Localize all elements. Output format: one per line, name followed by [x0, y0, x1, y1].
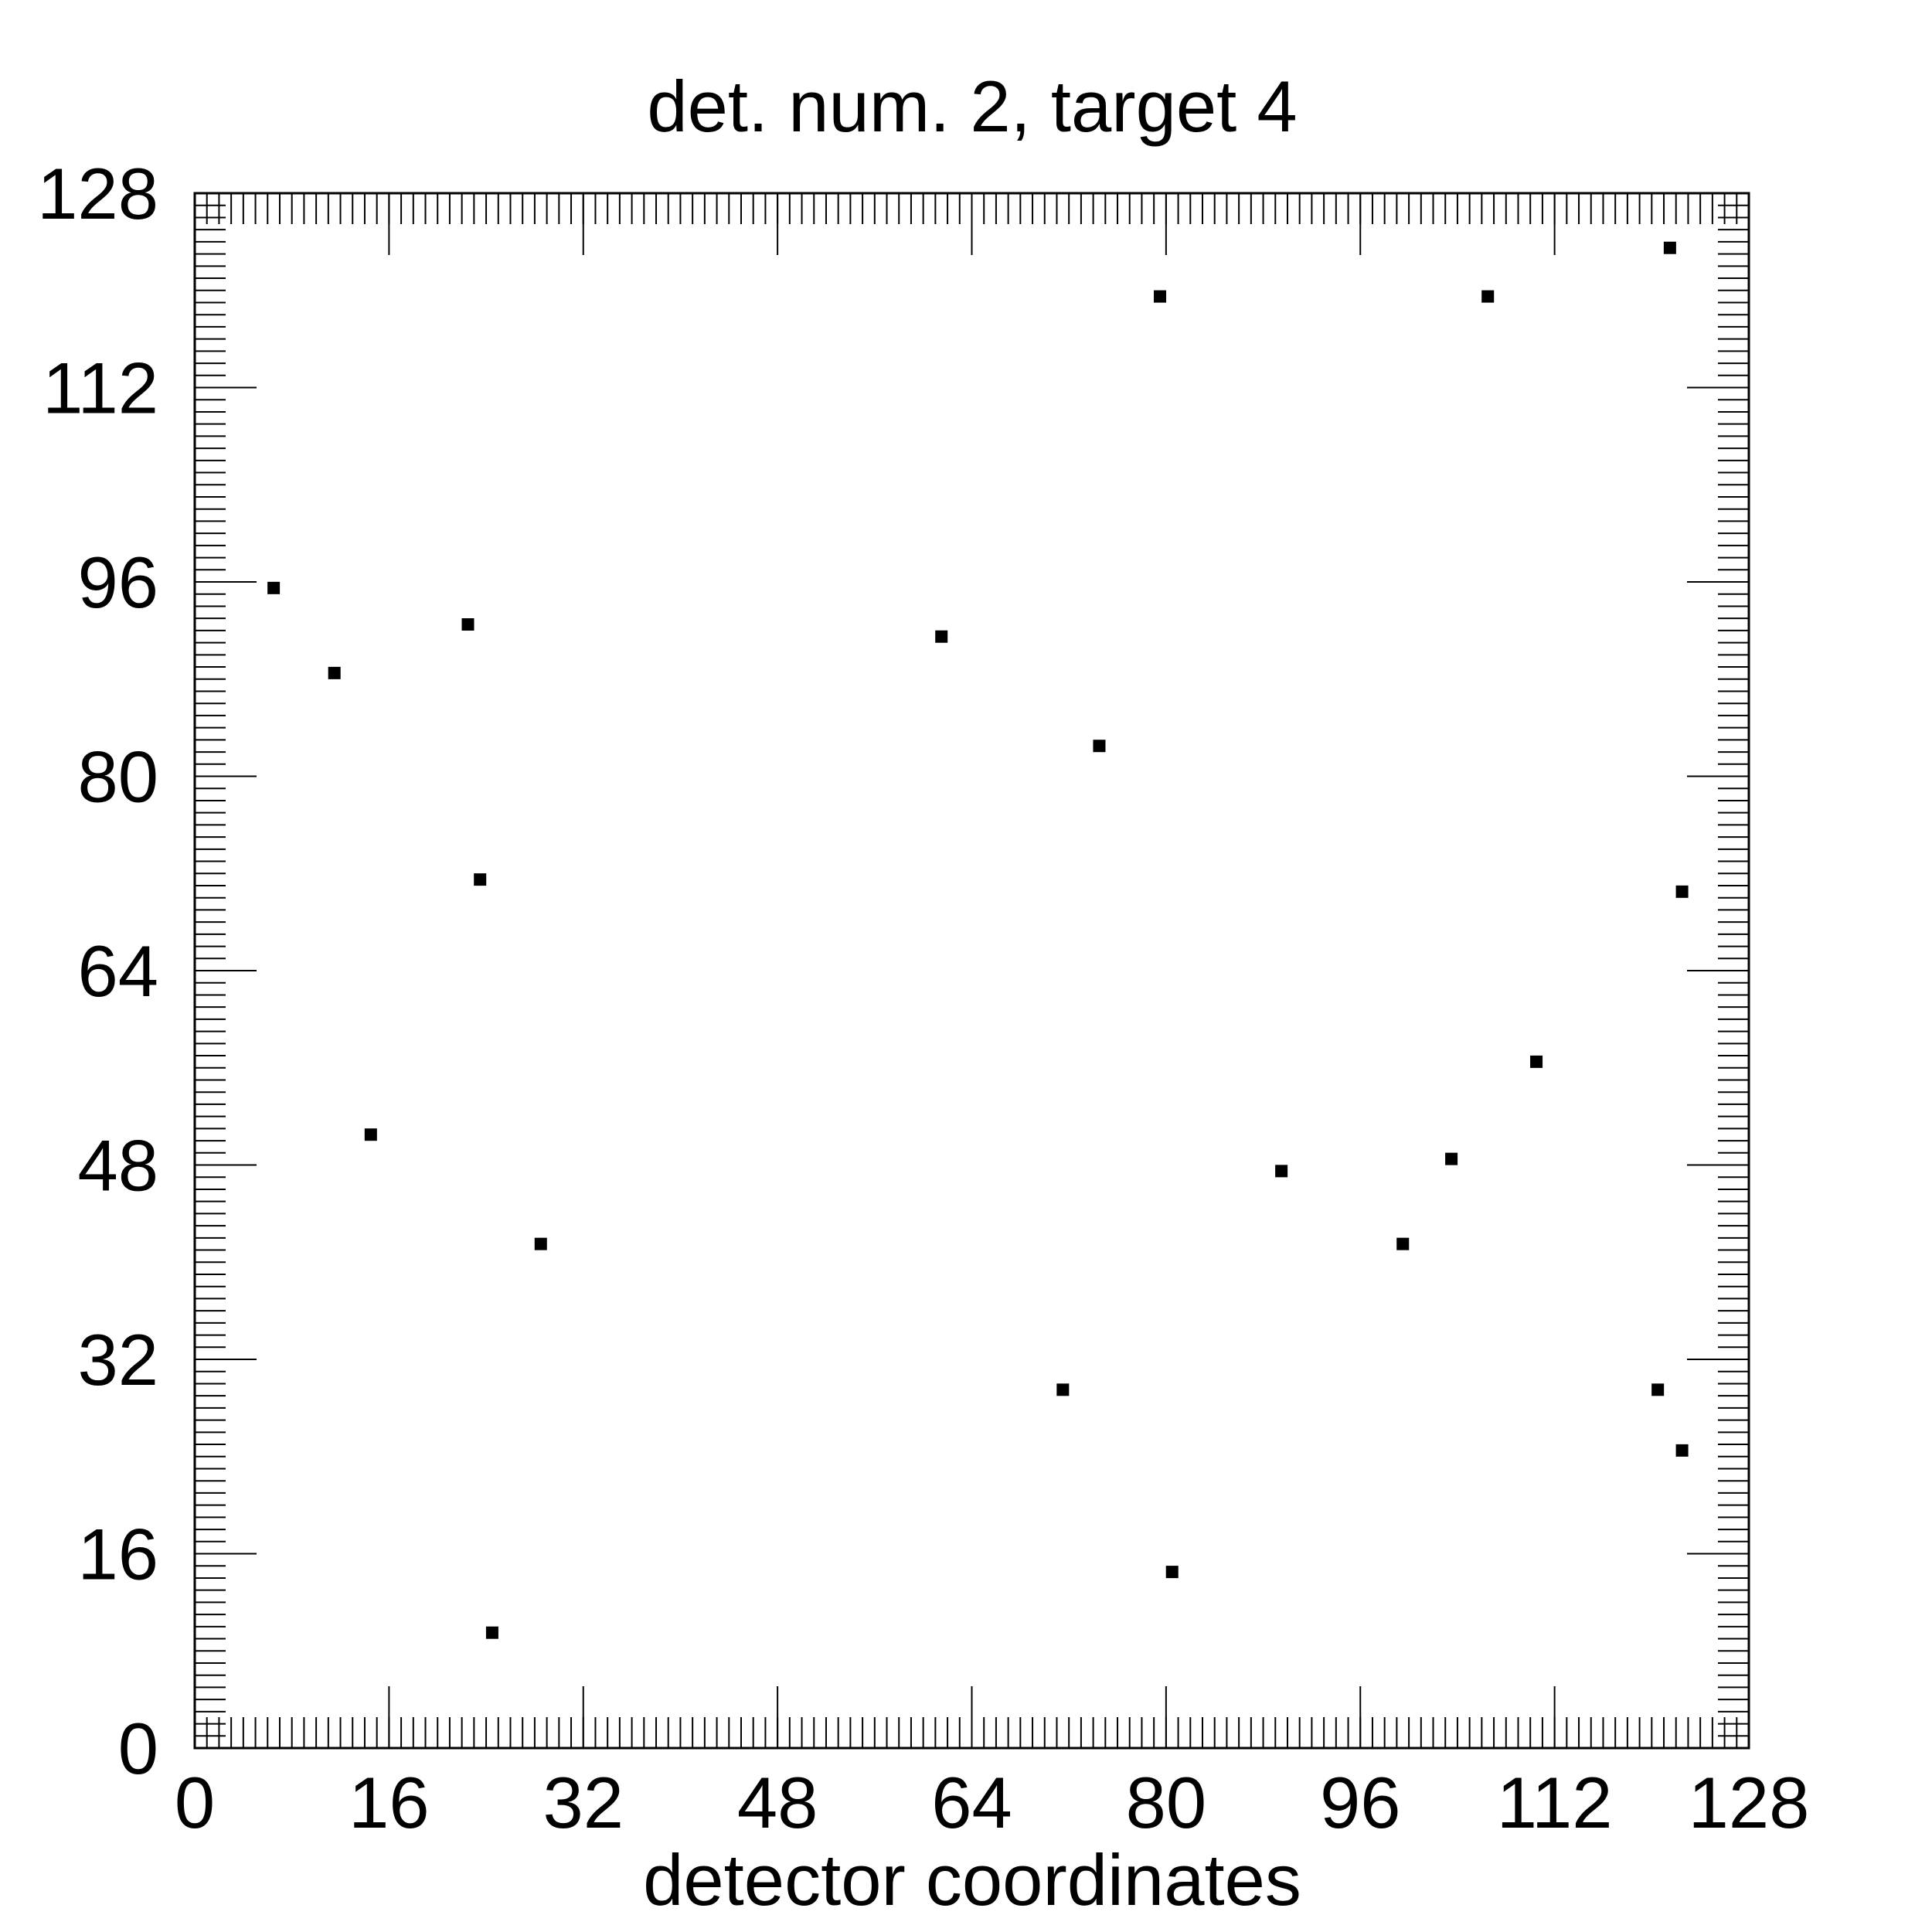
- x-tick-label: 80: [1126, 1762, 1207, 1843]
- x-tick-label: 96: [1320, 1762, 1401, 1843]
- data-point: [534, 1237, 547, 1250]
- y-tick-label: 0: [118, 1708, 158, 1789]
- y-tick-labels: 0 16 32 48 64 80 96 112 128: [37, 153, 158, 1789]
- data-point: [1396, 1237, 1410, 1250]
- data-point: [1275, 1165, 1288, 1178]
- data-point: [1056, 1383, 1070, 1396]
- x-tick-label: 0: [175, 1762, 215, 1843]
- x-tick-label: 112: [1497, 1762, 1613, 1843]
- y-tick-label: 16: [77, 1514, 158, 1595]
- x-tick-label: 32: [543, 1762, 624, 1843]
- data-point: [1663, 241, 1676, 254]
- y-tick-label: 96: [77, 542, 158, 623]
- x-tick-label: 128: [1689, 1762, 1810, 1843]
- x-tick-label: 16: [349, 1762, 430, 1843]
- x-axis-label: detector coordinates: [643, 1839, 1301, 1920]
- x-tick-label: 64: [931, 1762, 1012, 1843]
- data-point: [461, 618, 474, 631]
- data-point: [1093, 740, 1106, 753]
- plot-frame: [193, 192, 1750, 1750]
- data-point: [1154, 290, 1167, 303]
- y-tick-label: 64: [77, 930, 158, 1012]
- x-tick-label: 48: [737, 1762, 818, 1843]
- data-point: [1165, 1566, 1179, 1579]
- data-point: [364, 1128, 377, 1141]
- data-point: [1445, 1152, 1458, 1165]
- y-tick-label: 112: [43, 348, 158, 429]
- data-point: [935, 630, 948, 643]
- data-point: [1651, 1383, 1665, 1396]
- data-points: [267, 241, 1689, 1639]
- data-point: [474, 873, 487, 886]
- data-point: [1481, 290, 1495, 303]
- data-point: [328, 666, 341, 679]
- data-point: [485, 1626, 498, 1639]
- data-point: [1530, 1055, 1543, 1068]
- y-tick-label: 32: [77, 1319, 158, 1400]
- data-point: [267, 581, 281, 594]
- data-point: [1675, 885, 1689, 898]
- y-tick-label: 48: [77, 1125, 158, 1206]
- data-point: [1675, 1444, 1689, 1457]
- y-tick-label: 80: [77, 736, 158, 818]
- y-tick-label: 128: [37, 153, 158, 234]
- x-tick-labels: 0 16 32 48 64 80 96 112 128: [175, 1762, 1810, 1843]
- chart-title: det. num. 2, target 4: [647, 66, 1297, 147]
